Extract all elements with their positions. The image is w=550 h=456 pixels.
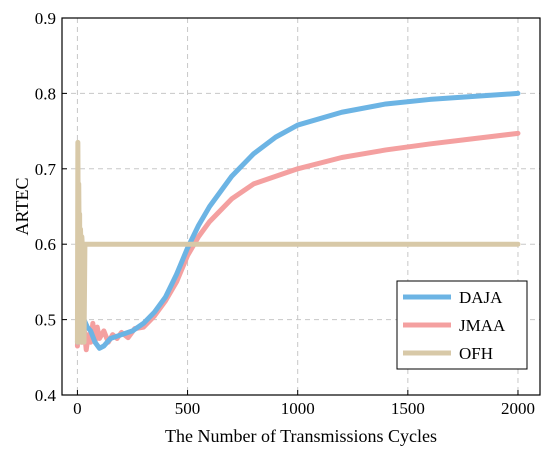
x-tick-label: 2000 [501, 399, 535, 418]
axis-ticks: 0 500 1000 1500 2000 0.4 0.5 0.6 0.7 0.8 0.9 [35, 9, 535, 418]
y-tick-label: 0.9 [35, 9, 56, 28]
legend-label-jmaa: JMAA [459, 316, 506, 335]
legend-label-ofh: OFH [459, 344, 493, 363]
y-tick-label: 0.6 [35, 235, 56, 254]
x-tick-label: 500 [175, 399, 201, 418]
y-axis-title: ARTEC [12, 178, 32, 236]
x-tick-label: 0 [73, 399, 82, 418]
plot-frame [61, 17, 541, 396]
x-tick-label: 1500 [391, 399, 425, 418]
y-tick-label: 0.7 [35, 160, 57, 179]
y-tick-label: 0.5 [35, 311, 56, 330]
series-line-ofh [74, 139, 521, 345]
legend: DAJA JMAA OFH [396, 280, 528, 370]
series-lines [74, 90, 521, 353]
x-tick-label: 1000 [281, 399, 315, 418]
series-line-daja [74, 90, 521, 351]
y-tick-label: 0.8 [35, 84, 56, 103]
legend-label-daja: DAJA [459, 288, 503, 307]
x-axis-title: The Number of Transmissions Cycles [165, 426, 437, 446]
y-tick-label: 0.4 [35, 386, 57, 405]
